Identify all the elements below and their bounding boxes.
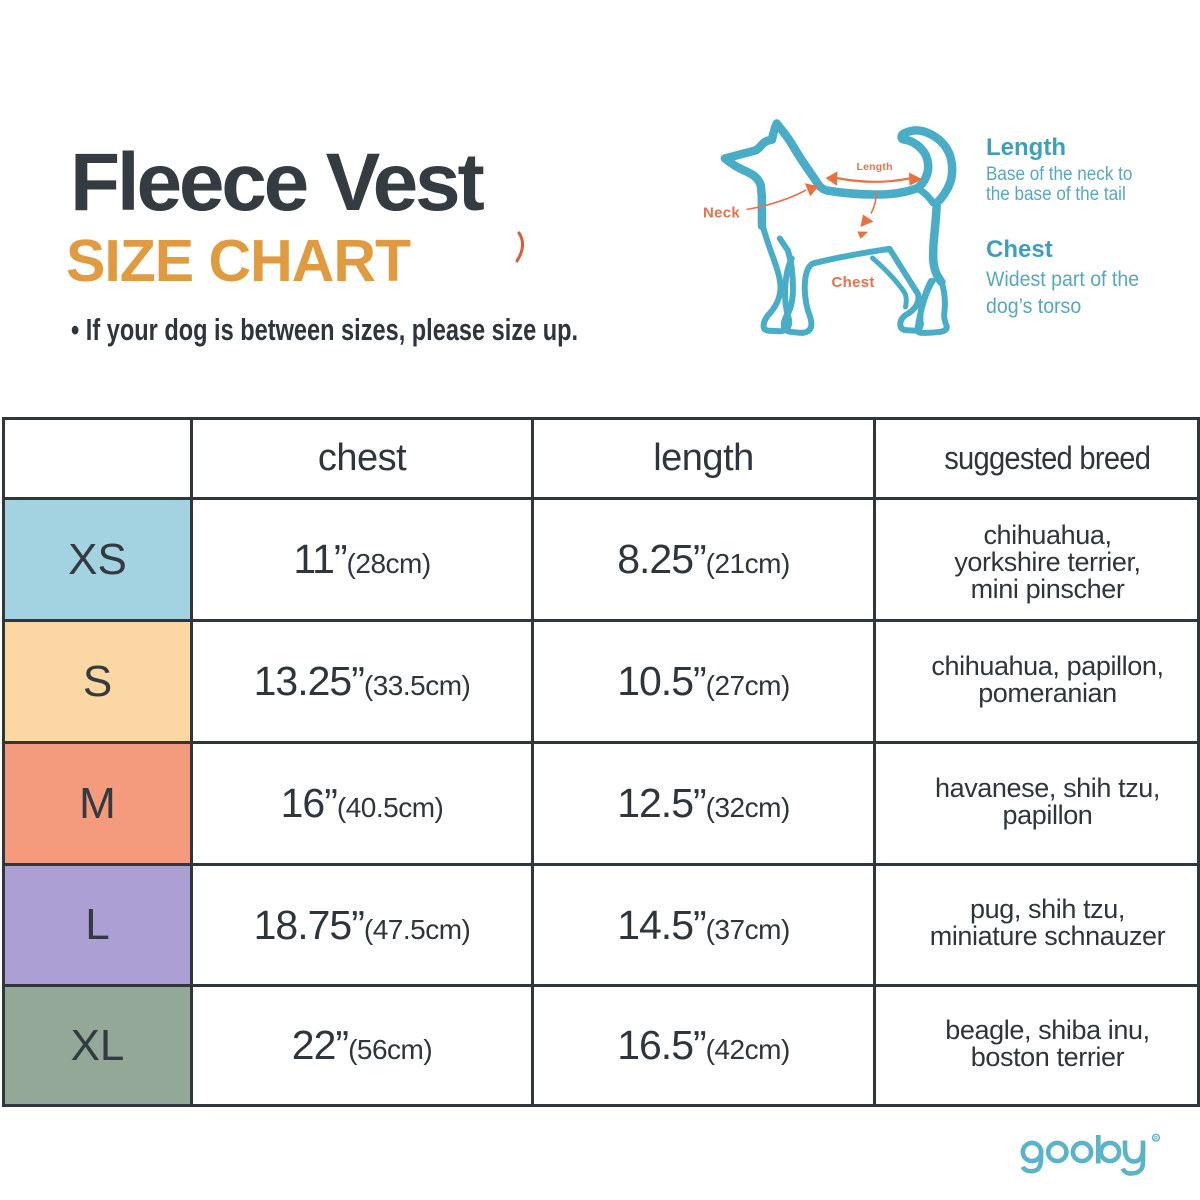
svg-text:R: R xyxy=(1154,1136,1158,1142)
svg-text:Chest: Chest xyxy=(832,274,875,291)
svg-text:Neck: Neck xyxy=(703,205,740,222)
svg-text:Length: Length xyxy=(857,161,893,173)
